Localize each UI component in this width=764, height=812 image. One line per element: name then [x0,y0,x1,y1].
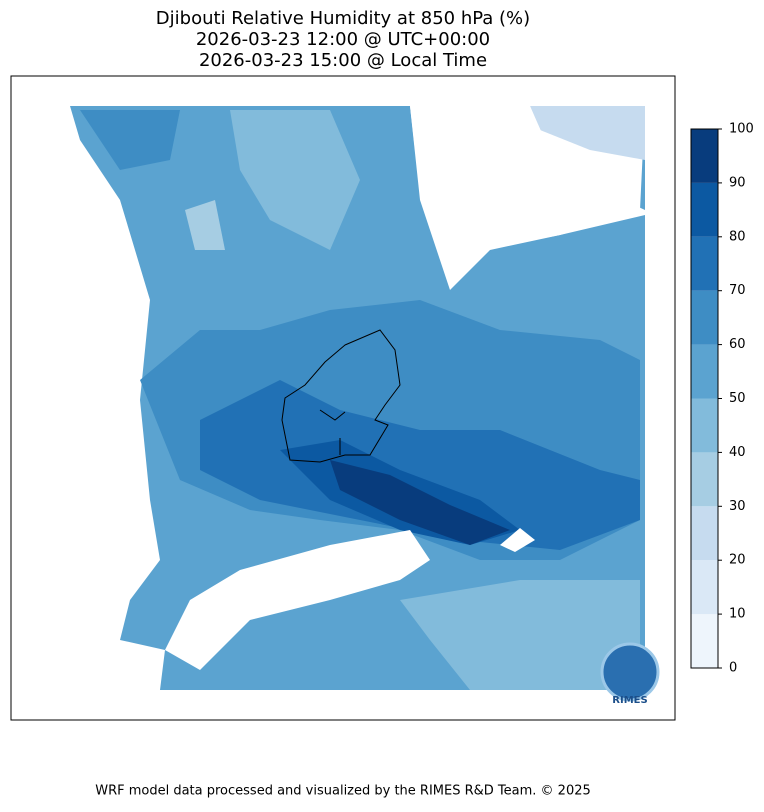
logo: RIMES [600,642,660,706]
colorbar-tick-label: 0 [729,661,737,676]
title-line: 2026-03-23 15:00 @ Local Time [199,50,487,71]
country-border [281,329,401,463]
logo-badge [600,642,660,702]
missing-area [410,106,645,290]
field-higher [200,380,640,550]
colorbar-band [691,398,718,453]
colorbar-tick-label: 20 [729,553,746,568]
colorbar-band [691,560,718,615]
map: RIMES [10,75,676,721]
field-dry [530,106,645,160]
title-line: 2026-03-23 12:00 @ UTC+00:00 [196,29,490,50]
field-low [400,580,640,690]
colorbar-band [691,290,718,345]
footer: WRF model data processed and visualized … [95,784,591,799]
colorbar-band [691,236,718,291]
colorbar: 0 10 20 30 40 50 60 70 80 90 100 [690,122,754,676]
colorbar-tick-label: 10 [729,607,746,622]
colorbar-tick-label: 40 [729,445,746,460]
colorbar-band [691,182,718,237]
colorbar-tick-label: 80 [729,229,746,244]
title-line: Djibouti Relative Humidity at 850 hPa (%… [156,8,530,29]
field-high [80,110,180,170]
missing-area [500,528,535,552]
field-low [230,110,360,250]
logo-text: RIMES [612,695,647,706]
colorbar-tick-label: 30 [729,499,746,514]
colorbar-tick-label: 60 [729,337,746,352]
colorbar-band [691,129,718,183]
colorbar-tick-label: 100 [729,122,754,137]
colorbar-tick-label: 70 [729,283,746,298]
missing-area [165,530,430,670]
colorbar-band [691,506,718,561]
colorbar-band [691,452,718,507]
field-dry [185,200,225,250]
colorbar-tick-label: 50 [729,391,746,406]
colorbar-tick-label: 90 [729,175,746,190]
field-peak [330,460,510,545]
colorbar-band [691,614,718,668]
colorbar-band [691,344,718,399]
title-block: Djibouti Relative Humidity at 850 hPa (%… [156,8,530,71]
